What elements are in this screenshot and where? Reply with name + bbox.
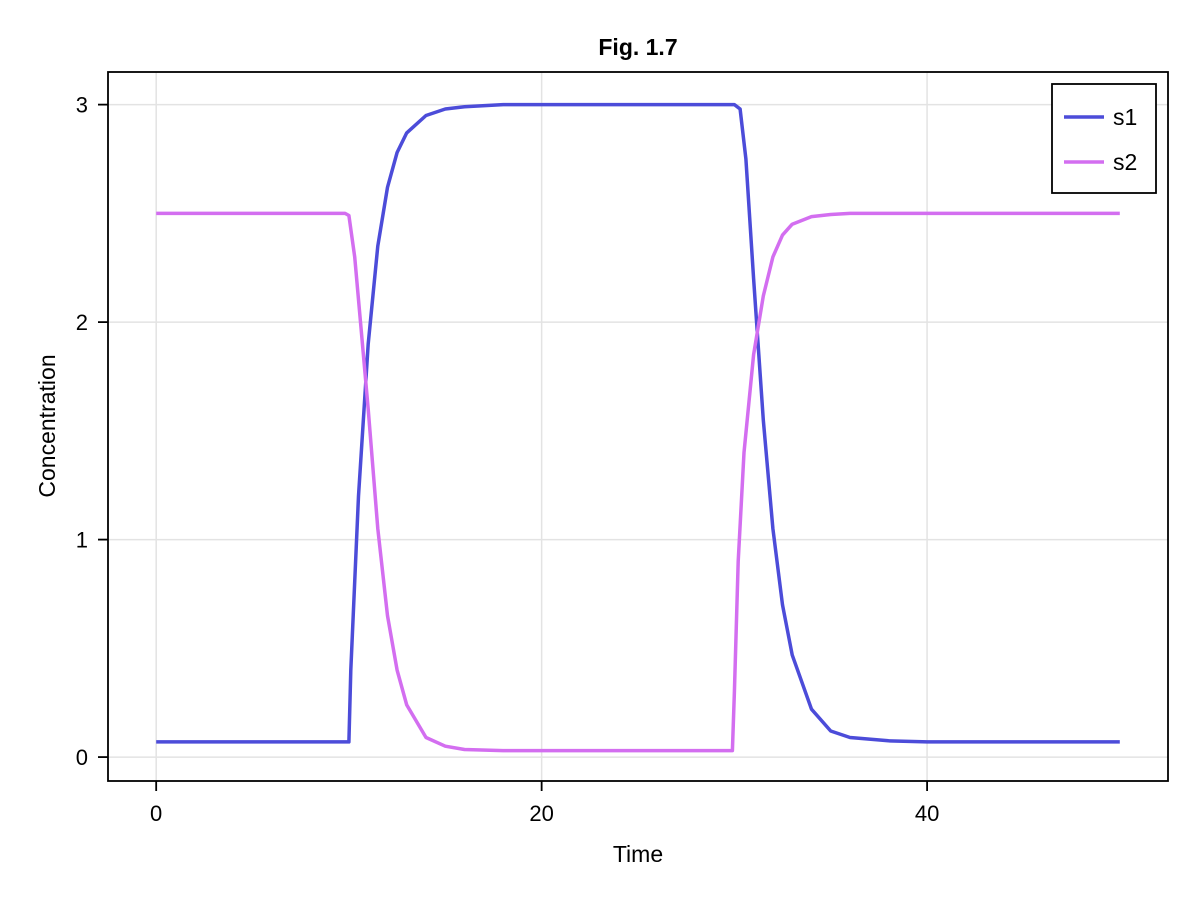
x-tick-label: 40 bbox=[915, 801, 939, 826]
grid-lines bbox=[108, 72, 1168, 781]
x-tick-label: 0 bbox=[150, 801, 162, 826]
y-tick-label: 0 bbox=[76, 745, 88, 770]
legend-label-s2: s2 bbox=[1113, 149, 1137, 175]
x-tick-label: 20 bbox=[529, 801, 553, 826]
legend: s1 s2 bbox=[1051, 83, 1157, 194]
plot-lines bbox=[156, 102, 1120, 753]
x-axis-title: Time bbox=[613, 841, 663, 867]
legend-box bbox=[1051, 83, 1157, 194]
legend-label-s1: s1 bbox=[1113, 104, 1137, 130]
y-tick-label: 1 bbox=[76, 528, 88, 553]
plot-frame bbox=[107, 71, 1169, 782]
series-line-s2 bbox=[156, 211, 1120, 753]
y-tick-label: 3 bbox=[76, 93, 88, 118]
y-axis-title: Concentration bbox=[34, 354, 60, 497]
series-line-s1 bbox=[156, 102, 1120, 744]
y-tick-label: 2 bbox=[76, 310, 88, 335]
axis-ticks: 0 20 40 0 1 2 3 bbox=[76, 93, 940, 826]
chart-title: Fig. 1.7 bbox=[598, 34, 677, 60]
